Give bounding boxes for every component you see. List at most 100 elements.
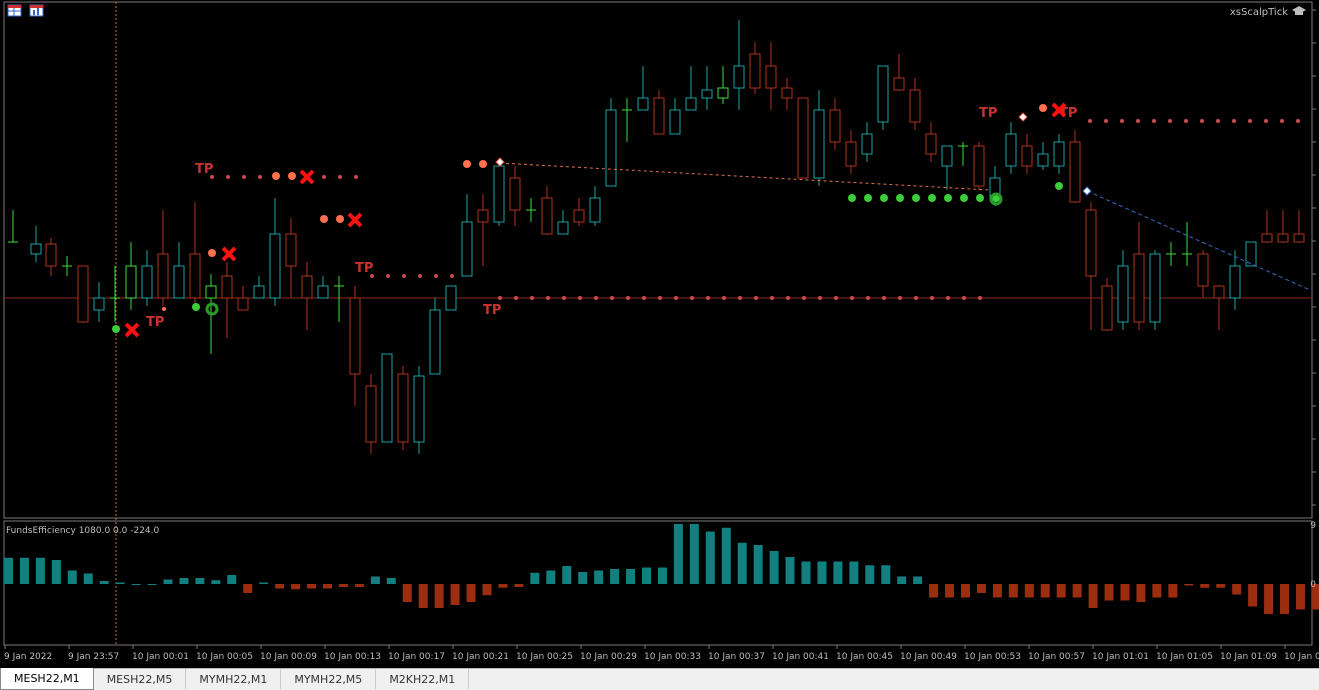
histogram-bar <box>1152 584 1162 598</box>
histogram-bar <box>1248 584 1258 607</box>
candle <box>237 286 249 311</box>
candle <box>62 256 72 276</box>
candle-body <box>605 109 617 187</box>
histogram-bar <box>227 575 237 584</box>
candle <box>1261 210 1273 243</box>
tab-mesh22-m5[interactable]: MESH22,M5 <box>94 669 187 689</box>
tab-mymh22-m5[interactable]: MYMH22,M5 <box>281 669 377 689</box>
candle <box>1101 278 1113 331</box>
time-axis-label: 10 Jan 00:45 <box>836 652 893 662</box>
histogram-bar <box>673 524 683 584</box>
tp-dot <box>1088 119 1092 123</box>
candle-body <box>397 373 409 443</box>
tp-dot <box>386 274 390 278</box>
tab-mymh22-m1[interactable]: MYMH22,M1 <box>186 669 282 689</box>
entry-dot-green <box>896 194 904 202</box>
candle-body <box>1277 233 1289 243</box>
tp-dot <box>610 296 614 300</box>
tp-label: TP <box>979 106 997 121</box>
candle-body <box>253 285 265 299</box>
histogram-bar <box>211 580 221 584</box>
candle-body <box>1069 141 1081 203</box>
entry-dot-green <box>864 194 872 202</box>
time-axis-label: 10 Jan 00:25 <box>516 652 573 662</box>
trade-dot <box>162 307 166 311</box>
tp-dot <box>898 296 902 300</box>
tp-dot <box>322 175 326 179</box>
trade-dot <box>272 172 280 180</box>
histogram-bar <box>99 581 109 584</box>
entry-dot-green <box>992 194 1000 202</box>
histogram-bar <box>1232 584 1242 595</box>
chart-settings-icon[interactable] <box>29 4 44 17</box>
histogram-bar <box>307 584 317 589</box>
histogram-bar <box>801 561 811 584</box>
tab-mesh22-m1[interactable]: MESH22,M1 <box>0 668 94 690</box>
tp-dot <box>1152 119 1156 123</box>
histogram-bar <box>1295 584 1305 610</box>
tp-dot <box>802 296 806 300</box>
histogram-bar <box>1024 584 1034 598</box>
histogram-bar <box>881 565 891 584</box>
candle <box>110 266 120 322</box>
candle-body <box>1021 145 1033 167</box>
tp-dot <box>1280 119 1284 123</box>
candle <box>157 210 169 306</box>
tp-dot <box>834 296 838 300</box>
candle <box>365 374 377 454</box>
candle-body <box>1053 141 1065 167</box>
candle <box>253 276 265 299</box>
histogram-bar <box>992 584 1002 598</box>
candles-group[interactable] <box>8 20 1305 454</box>
candle <box>605 98 617 187</box>
tp-dot <box>978 296 982 300</box>
candle-body <box>893 77 905 91</box>
tp-dot <box>530 296 534 300</box>
candle-body <box>701 89 713 99</box>
candle-body <box>589 197 601 223</box>
candle <box>829 98 841 150</box>
histogram-bar <box>482 584 492 596</box>
tp-dot <box>1200 119 1204 123</box>
candle <box>861 122 873 162</box>
histogram-bar <box>434 584 444 608</box>
candle <box>30 226 42 262</box>
candle-body <box>637 97 649 111</box>
histogram-bar <box>961 584 970 598</box>
histogram-bar <box>243 584 253 593</box>
candle-body <box>173 265 185 299</box>
candle-body <box>941 145 953 167</box>
candle-body <box>653 97 665 135</box>
candle-body <box>461 221 473 277</box>
tp-label: TP <box>146 315 164 330</box>
time-axis-label: 10 Jan 01:01 <box>1092 652 1149 662</box>
candle <box>622 98 632 142</box>
candle <box>334 276 344 322</box>
candle <box>717 66 729 104</box>
tp-dot <box>402 274 406 278</box>
candle-body <box>1213 285 1225 299</box>
candle-body <box>781 87 793 99</box>
candle-body <box>1133 253 1145 323</box>
histogram-bar <box>51 560 61 584</box>
tp-dot <box>578 296 582 300</box>
close-cross-icon <box>124 322 140 338</box>
close-cross-icon <box>299 169 315 185</box>
graduation-cap-icon <box>1292 6 1306 15</box>
table-icon[interactable] <box>7 4 22 17</box>
histogram-bar <box>418 584 428 608</box>
histogram-bar <box>705 531 715 584</box>
candle <box>685 66 697 111</box>
candle <box>1182 222 1192 266</box>
tab-m2kh22-m1[interactable]: M2KH22,M1 <box>376 669 470 689</box>
trade-dot <box>320 215 328 223</box>
histogram-bar <box>1280 584 1289 614</box>
tp-dot <box>562 296 566 300</box>
candle-body <box>1117 265 1129 323</box>
candle <box>125 242 137 310</box>
candle <box>509 166 521 226</box>
tp-dot <box>690 296 694 300</box>
candle-body <box>925 133 937 155</box>
candle <box>637 66 649 111</box>
